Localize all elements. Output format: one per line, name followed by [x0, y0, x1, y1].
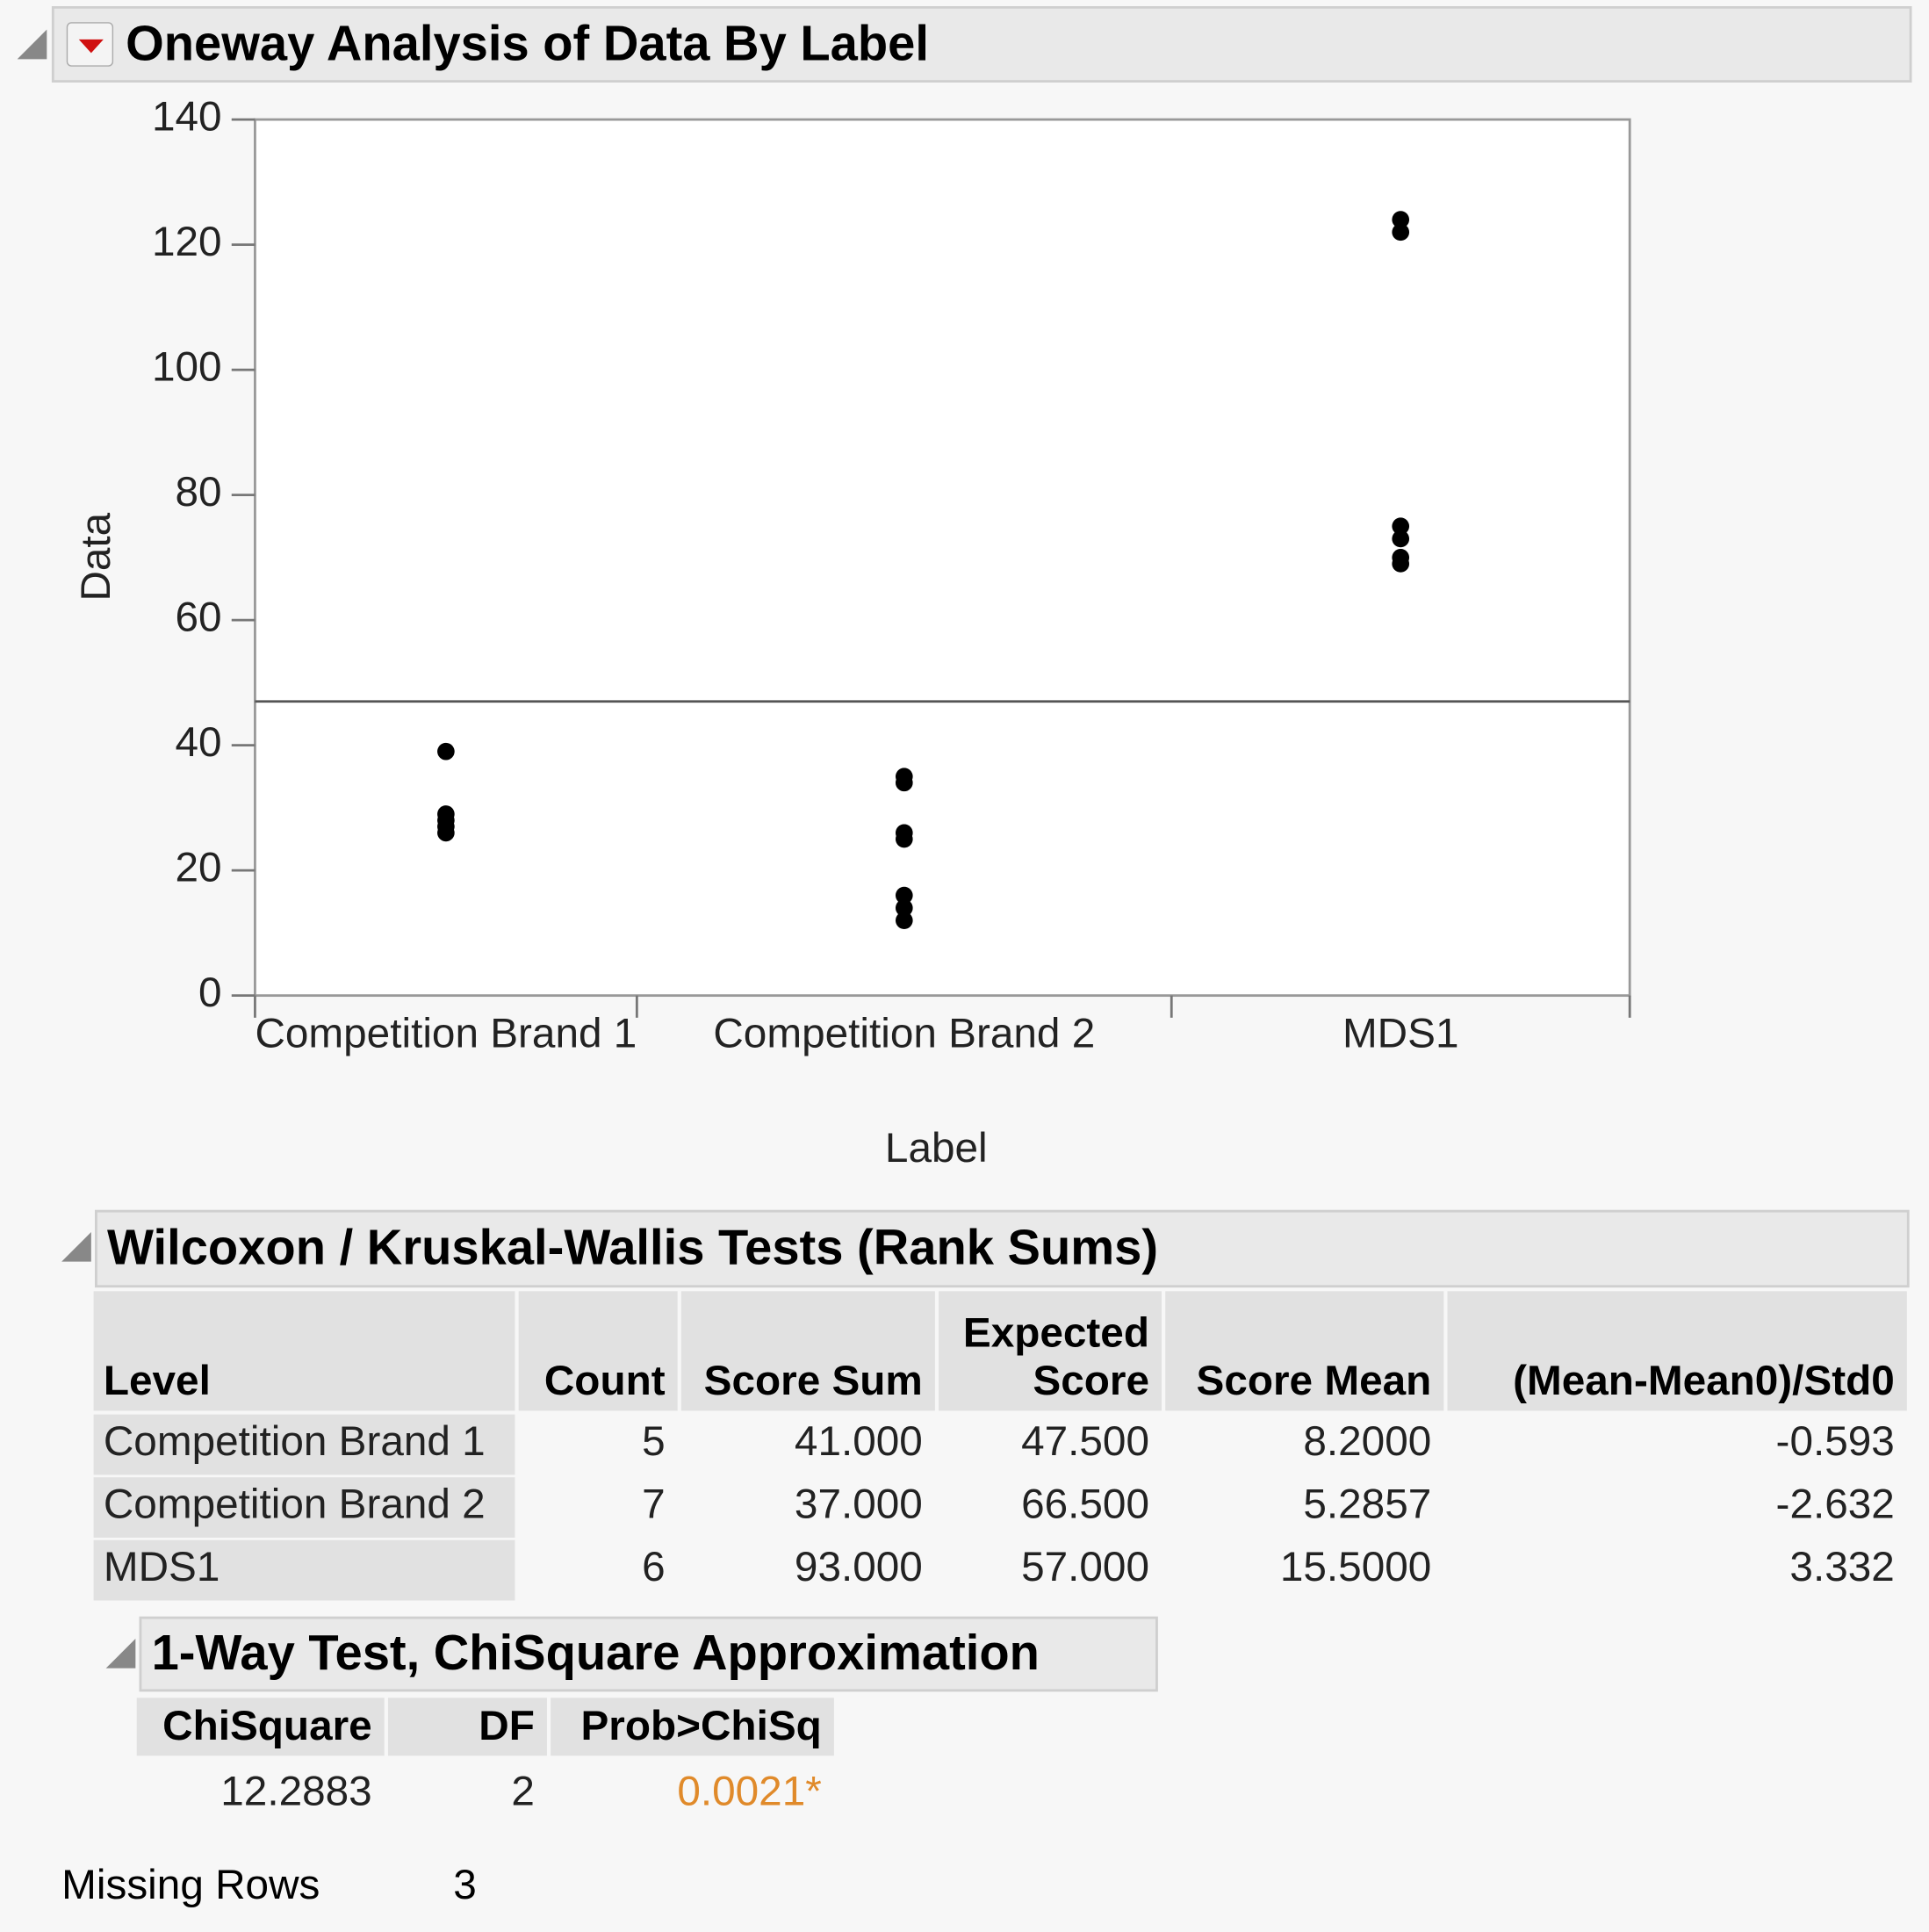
- y-tick-label: 20: [175, 845, 221, 891]
- header-text: DF: [479, 1702, 535, 1750]
- table-cell: 15.5000: [1279, 1543, 1432, 1591]
- table-cell: 93.000: [794, 1543, 923, 1591]
- column-header: (Mean-Mean0)/Std0: [1447, 1291, 1907, 1411]
- table-cell: 5.2857: [1303, 1481, 1432, 1528]
- missing-value: 3: [453, 1861, 477, 1909]
- table-cell: 66.500: [1021, 1481, 1149, 1528]
- table-cell: Competition Brand 2: [93, 1477, 515, 1538]
- table-cell: 5: [642, 1417, 666, 1466]
- y-tick-label: 40: [175, 719, 221, 766]
- y-tick-label: 0: [198, 970, 222, 1016]
- table-cell: 0.0021*: [677, 1767, 822, 1814]
- table-cell: 57.000: [1021, 1543, 1149, 1591]
- column-header: Score Sum: [680, 1291, 935, 1411]
- table-cell: 2: [511, 1767, 535, 1814]
- column-header: Count: [518, 1291, 678, 1411]
- table-cell: 37.000: [794, 1481, 923, 1528]
- report-title: Oneway Analysis of Data By Label: [126, 16, 929, 71]
- table-cell: 7: [642, 1481, 666, 1528]
- table-cell: MDS1: [93, 1539, 515, 1601]
- table-cell: -0.593: [1775, 1417, 1895, 1466]
- header-text: Score: [1033, 1358, 1149, 1405]
- chart: Data Label 0 20 40 60 80 100 120 140: [73, 94, 1631, 1171]
- header-text: Count: [543, 1358, 666, 1405]
- section-header: Wilcoxon / Kruskal-Wallis Tests (Rank Su…: [95, 1209, 1910, 1288]
- column-header: Prob>ChiSq: [551, 1698, 834, 1756]
- table-cell: 6: [642, 1543, 666, 1591]
- disclosure-toggle[interactable]: [17, 29, 47, 60]
- menu-icon: [78, 39, 104, 54]
- point: [1392, 211, 1410, 228]
- point: [895, 774, 913, 792]
- y-tick-label: 120: [152, 219, 222, 265]
- y-axis-title: Data: [73, 512, 119, 601]
- header-text: Expected: [962, 1309, 1149, 1357]
- point: [437, 742, 455, 761]
- disclosure-toggle[interactable]: [105, 1638, 136, 1669]
- column-header: ChiSquare: [136, 1698, 385, 1756]
- point: [895, 912, 913, 929]
- plot-area: [254, 118, 1631, 998]
- report-header: Oneway Analysis of Data By Label: [51, 6, 1912, 83]
- section-title: 1-Way Test, ChiSquare Approximation: [151, 1626, 1040, 1681]
- point: [895, 830, 913, 848]
- point: [1392, 530, 1410, 548]
- section-title: Wilcoxon / Kruskal-Wallis Tests (Rank Su…: [107, 1221, 1159, 1276]
- header-text: Score Sum: [703, 1358, 923, 1405]
- header-text: Prob>ChiSq: [580, 1702, 822, 1750]
- section-header: 1-Way Test, ChiSquare Approximation: [139, 1616, 1158, 1692]
- y-tick-label: 80: [175, 469, 221, 515]
- header-text: Score Mean: [1196, 1358, 1432, 1405]
- x-axis-title: Label: [885, 1125, 988, 1171]
- table-cell: 41.000: [794, 1417, 923, 1466]
- point: [437, 824, 455, 842]
- column-header: Score Mean: [1165, 1291, 1444, 1411]
- header-text: Level: [103, 1358, 211, 1405]
- x-tick-label: Competition Brand 1: [255, 1010, 637, 1057]
- point: [1392, 223, 1410, 242]
- column-header: Expected Score: [939, 1291, 1162, 1411]
- table-cell: Competition Brand 1: [93, 1414, 515, 1475]
- point: [1392, 555, 1410, 573]
- point: [895, 899, 913, 917]
- disclosure-toggle[interactable]: [61, 1232, 91, 1262]
- table-cell: 8.2000: [1303, 1417, 1432, 1466]
- column-header: DF: [387, 1698, 547, 1756]
- point: [895, 886, 913, 905]
- header-text: ChiSquare: [162, 1702, 372, 1750]
- header-text: (Mean-Mean0)/Std0: [1513, 1358, 1895, 1405]
- x-tick-label: MDS1: [1342, 1010, 1459, 1057]
- table-cell: 47.500: [1021, 1417, 1149, 1466]
- point: [1392, 517, 1410, 536]
- y-tick-label: 100: [152, 344, 222, 391]
- missing-label: Missing Rows: [61, 1861, 320, 1909]
- table-cell: -2.632: [1775, 1481, 1895, 1528]
- x-tick-label: Competition Brand 2: [713, 1010, 1096, 1057]
- y-tick-label: 60: [175, 595, 221, 641]
- y-tick-label: 140: [152, 94, 222, 141]
- column-header: Level: [93, 1291, 515, 1411]
- menu-button[interactable]: [66, 22, 114, 67]
- table-cell: 3.332: [1789, 1543, 1895, 1591]
- table-cell: 12.2883: [220, 1767, 372, 1814]
